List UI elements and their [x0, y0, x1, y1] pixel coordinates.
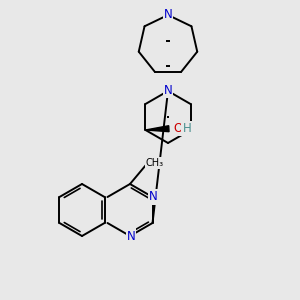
- Text: N: N: [127, 230, 135, 242]
- Text: N: N: [149, 190, 158, 203]
- Text: N: N: [164, 83, 172, 97]
- Text: CH₃: CH₃: [146, 158, 164, 168]
- Text: N: N: [164, 8, 172, 20]
- Text: O: O: [173, 122, 182, 135]
- Text: H: H: [182, 122, 191, 135]
- Polygon shape: [146, 126, 169, 132]
